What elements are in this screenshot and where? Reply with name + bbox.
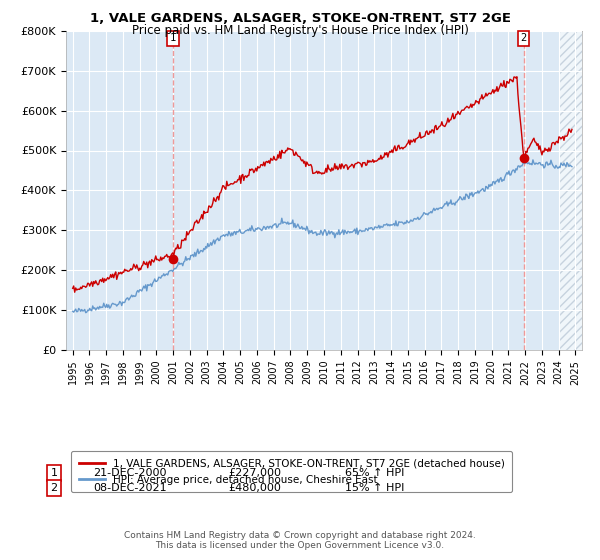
Text: 08-DEC-2021: 08-DEC-2021	[93, 483, 167, 493]
Text: 21-DEC-2000: 21-DEC-2000	[93, 468, 167, 478]
Text: Contains HM Land Registry data © Crown copyright and database right 2024.
This d: Contains HM Land Registry data © Crown c…	[124, 530, 476, 550]
Text: 15% ↑ HPI: 15% ↑ HPI	[345, 483, 404, 493]
Bar	[559, 31, 582, 350]
Text: 1: 1	[50, 468, 58, 478]
Text: £480,000: £480,000	[228, 483, 281, 493]
Legend: 1, VALE GARDENS, ALSAGER, STOKE-ON-TRENT, ST7 2GE (detached house), HPI: Average: 1, VALE GARDENS, ALSAGER, STOKE-ON-TRENT…	[71, 451, 512, 492]
Text: 2: 2	[50, 483, 58, 493]
Text: 1, VALE GARDENS, ALSAGER, STOKE-ON-TRENT, ST7 2GE: 1, VALE GARDENS, ALSAGER, STOKE-ON-TRENT…	[89, 12, 511, 25]
Text: £227,000: £227,000	[228, 468, 281, 478]
Text: 1: 1	[170, 34, 176, 43]
Text: 65% ↑ HPI: 65% ↑ HPI	[345, 468, 404, 478]
Text: 2: 2	[521, 34, 527, 43]
Text: Price paid vs. HM Land Registry's House Price Index (HPI): Price paid vs. HM Land Registry's House …	[131, 24, 469, 36]
